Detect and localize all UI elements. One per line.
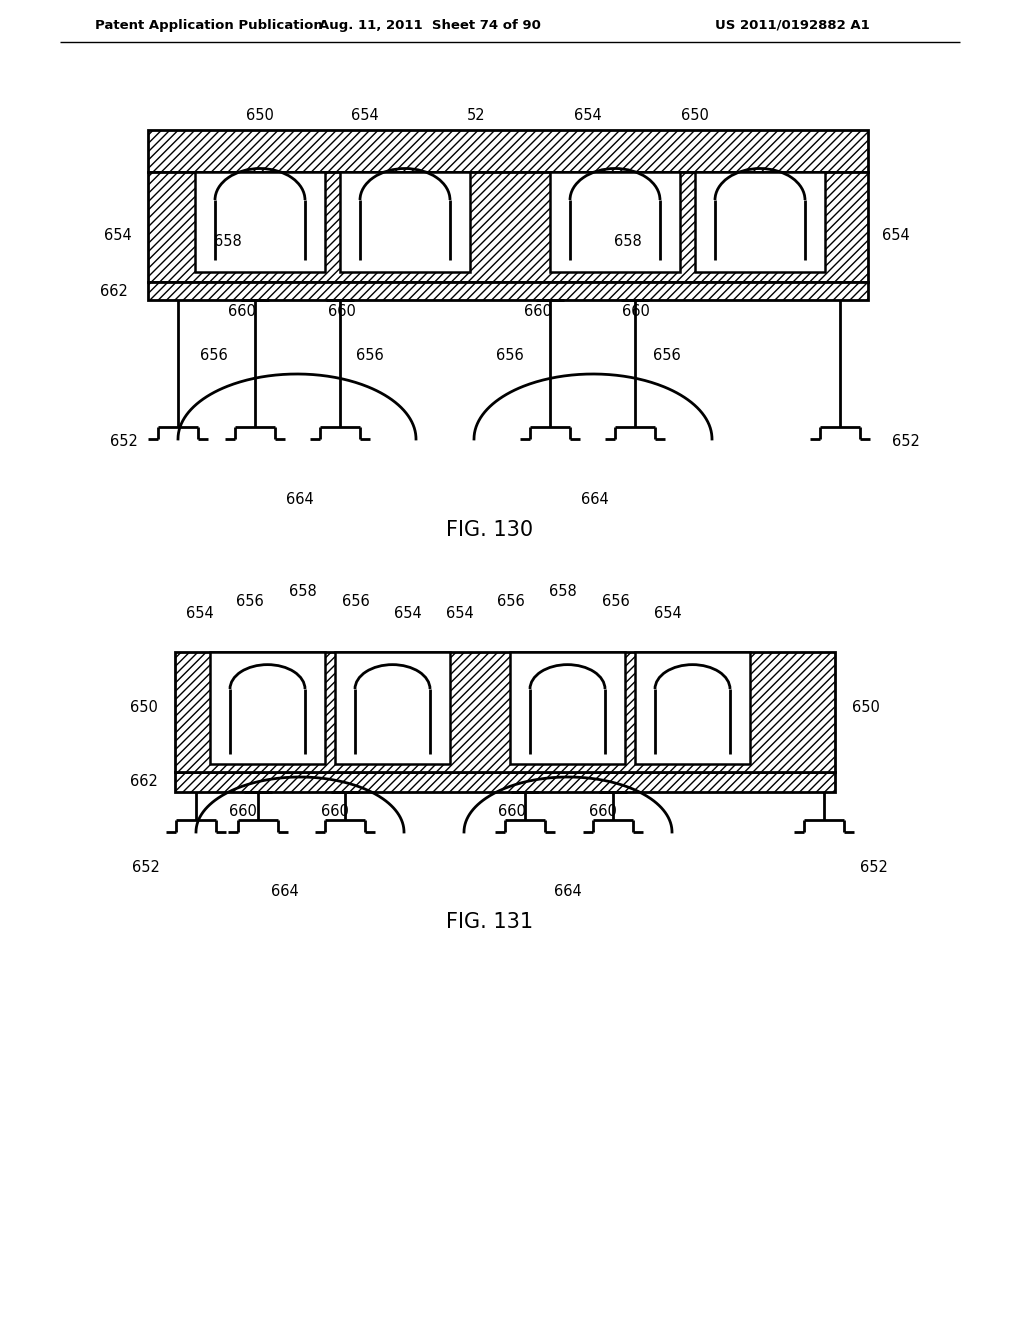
Text: 660: 660 [228, 305, 256, 319]
Bar [635, 652, 750, 764]
Bar [175, 772, 835, 792]
Text: 662: 662 [100, 285, 128, 300]
Text: 660: 660 [589, 804, 616, 820]
Text: 656: 656 [497, 594, 525, 610]
Text: 664: 664 [582, 492, 609, 507]
Text: 656: 656 [653, 347, 681, 363]
Bar [210, 652, 325, 764]
Text: 650: 650 [130, 701, 158, 715]
Text: 658: 658 [214, 235, 242, 249]
Text: 654: 654 [882, 227, 909, 243]
Text: 658: 658 [289, 585, 316, 599]
Text: 654: 654 [351, 107, 379, 123]
Text: 660: 660 [328, 305, 356, 319]
Bar [148, 129, 868, 172]
Text: 664: 664 [271, 884, 299, 899]
Text: Aug. 11, 2011  Sheet 74 of 90: Aug. 11, 2011 Sheet 74 of 90 [319, 18, 541, 32]
Text: 654: 654 [104, 227, 132, 243]
Bar [148, 172, 868, 282]
Text: 660: 660 [498, 804, 526, 820]
Bar [195, 172, 325, 272]
Text: 662: 662 [130, 775, 158, 789]
Text: 656: 656 [237, 594, 264, 610]
Text: 52: 52 [467, 107, 485, 123]
Text: 652: 652 [132, 861, 160, 875]
Bar [148, 172, 868, 282]
Bar [175, 772, 835, 792]
Text: 658: 658 [614, 235, 642, 249]
Bar [175, 652, 835, 772]
Text: 660: 660 [322, 804, 349, 820]
Bar [148, 282, 868, 300]
Text: 658: 658 [549, 585, 577, 599]
Text: 656: 656 [602, 594, 630, 610]
Text: 650: 650 [681, 107, 709, 123]
Text: 664: 664 [286, 492, 314, 507]
Text: 656: 656 [201, 347, 228, 363]
Text: 652: 652 [860, 861, 888, 875]
Text: 654: 654 [186, 606, 214, 622]
Text: 656: 656 [342, 594, 370, 610]
Text: 660: 660 [524, 305, 552, 319]
Text: 664: 664 [554, 884, 582, 899]
Text: Patent Application Publication: Patent Application Publication [95, 18, 323, 32]
Text: 652: 652 [111, 434, 138, 450]
Bar [148, 282, 868, 300]
Bar [510, 652, 625, 764]
Text: 654: 654 [394, 606, 422, 622]
Bar [335, 652, 450, 764]
Text: 650: 650 [246, 107, 274, 123]
Text: 652: 652 [892, 434, 920, 450]
Text: 660: 660 [622, 305, 650, 319]
Text: FIG. 130: FIG. 130 [446, 520, 534, 540]
Text: US 2011/0192882 A1: US 2011/0192882 A1 [715, 18, 870, 32]
Bar [175, 652, 835, 772]
Text: 656: 656 [356, 347, 384, 363]
Bar [695, 172, 825, 272]
Text: 654: 654 [654, 606, 682, 622]
Bar [550, 172, 680, 272]
Text: FIG. 131: FIG. 131 [446, 912, 534, 932]
Text: 654: 654 [446, 606, 474, 622]
Text: 650: 650 [852, 701, 880, 715]
Bar [148, 129, 868, 172]
Text: 656: 656 [497, 347, 524, 363]
Text: 660: 660 [229, 804, 257, 820]
Text: 654: 654 [574, 107, 602, 123]
Bar [340, 172, 470, 272]
